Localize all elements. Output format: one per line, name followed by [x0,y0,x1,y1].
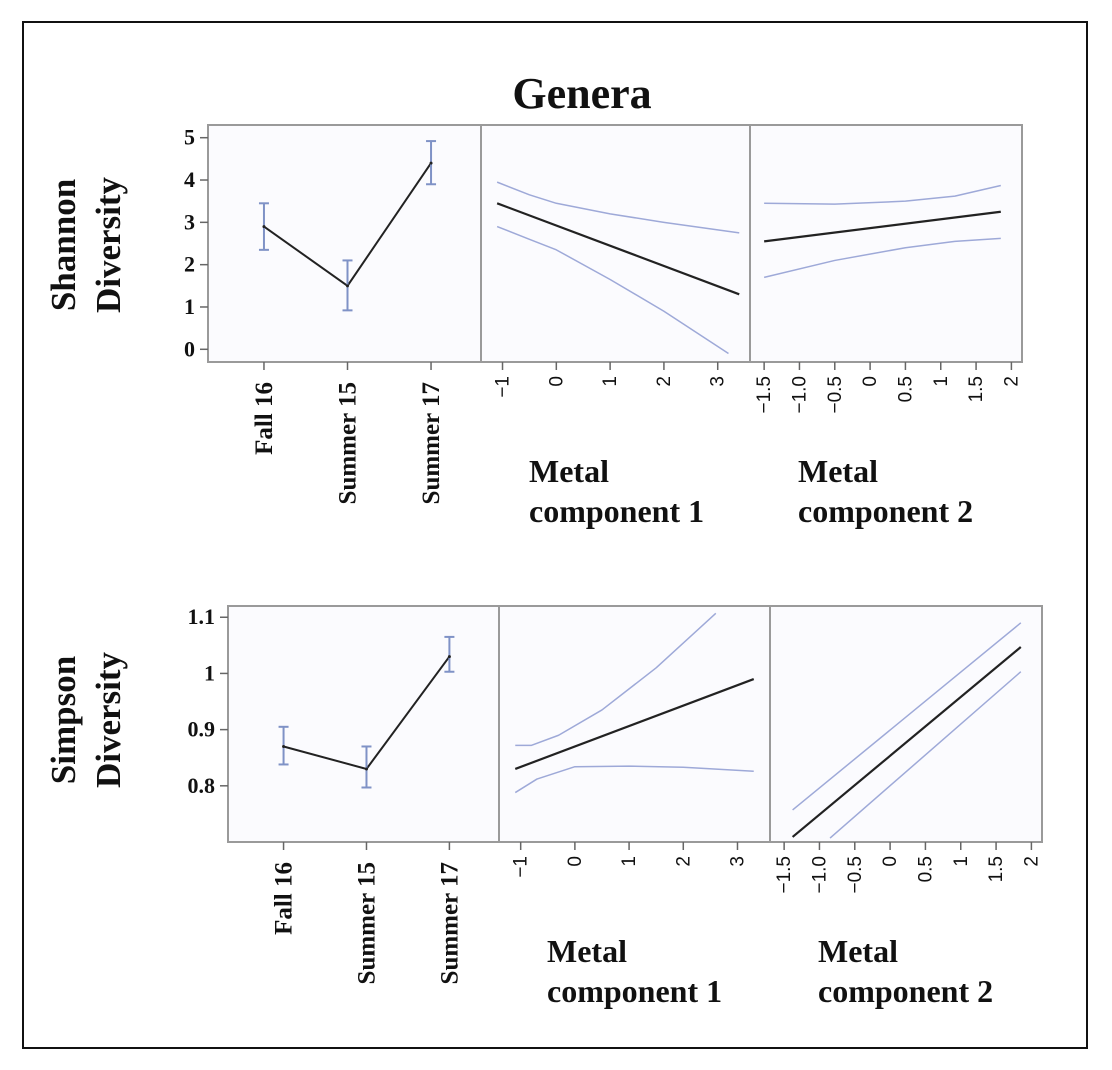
x-tick-label: 0.5 [915,856,936,882]
fit-line [763,210,1001,243]
mean-point [282,744,286,748]
panel-shannon-metal1: −1 0 1 2 3 Metal component 1 [480,124,751,529]
error-bar [444,635,455,673]
y-tick-label: 5 [184,125,195,150]
x-tick-label: 0.5 [895,376,916,402]
x-tick-label: 1.5 [966,376,987,402]
fit-line [514,678,755,770]
error-bar [342,259,353,312]
row-label: Diversity [89,176,128,313]
error-bar [258,202,269,251]
confidence-upper [792,622,1022,811]
x-tick-label: 2 [654,376,675,387]
mean-point [364,767,368,771]
panel-frame [207,124,482,363]
category-label: Fall 16 [251,382,278,455]
panel-simpson-metal2: −1.5 −1.0 −0.5 0 0.5 1 1.5 2 Metal component 2 [769,605,1043,1009]
confidence-lower [514,765,754,794]
y-tick-label: 4 [184,167,195,192]
category-label: Fall 16 [271,862,298,935]
fit-line [791,646,1022,838]
y-tick-label: 0 [184,336,195,361]
panel-frame [480,124,751,363]
x-tick-label: 0 [860,376,881,387]
panel-shannon-metal2: −1.5 −1.0 −0.5 0 0.5 1 1.5 2 Metal component 2 [749,124,1023,529]
confidence-upper [515,612,717,747]
category-label: Summer 17 [418,382,445,504]
mean-point [447,655,451,659]
y-tick-label: 2 [184,252,195,277]
confidence-upper [764,184,1001,205]
x-tick-label: −1.0 [789,376,810,414]
mean-point [429,161,433,165]
x-tick-label: 0 [565,856,586,867]
x-tick-label: −1 [493,376,514,398]
x-tick-label: 1 [619,856,640,867]
x-tick-label: 1.5 [986,856,1007,882]
x-tick-label: −1.5 [774,856,795,894]
x-axis-label: Metal [547,933,627,969]
panel-simpson-metal1: −1 0 1 2 3 Metal component 1 [498,605,771,1009]
x-tick-label: −0.5 [845,856,866,894]
error-bar [361,745,372,789]
category-label: Summer 15 [353,862,380,984]
x-tick-label: 1 [600,376,621,387]
y-tick-label: 3 [184,209,195,234]
confidence-lower [496,225,729,355]
confidence-lower [763,237,1001,279]
x-tick-label: −0.5 [825,376,846,414]
x-tick-label: 2 [1021,856,1042,867]
panel-frame [769,605,1043,843]
x-tick-label: 3 [727,856,748,867]
row-label: Shannon [44,179,83,311]
row-label: Diversity [89,651,128,788]
row-label: Simpson [44,656,83,784]
x-axis-label: component 1 [547,973,722,1009]
error-bar [426,140,437,186]
x-axis-label: component 2 [818,973,993,1009]
error-bar [278,725,289,766]
x-tick-label: 2 [1001,376,1022,387]
fit-line [496,202,740,296]
mean-point [262,225,266,229]
x-tick-label: 3 [708,376,729,387]
x-axis-label: component 1 [529,493,704,529]
figure-title: Genera [512,69,651,118]
y-tick-label: 1 [184,294,195,319]
y-tick-label: 0.9 [188,717,216,742]
x-tick-label: −1.5 [754,376,775,414]
category-label: Summer 17 [436,862,463,984]
x-axis-label: component 2 [798,493,973,529]
y-tick-label: 0.8 [188,773,216,798]
confidence-lower [829,671,1022,839]
panel-shannon-period: 0 1 2 3 4 5 Fall 16 Summer 15 Summer 17 Shannon Di… [44,124,482,504]
y-tick-label: 1 [204,660,215,685]
x-axis-label: Metal [529,453,609,489]
panel-frame [749,124,1023,363]
x-tick-label: −1 [511,856,532,878]
x-tick-label: 1 [951,856,972,867]
y-tick-label: 1.1 [188,604,216,629]
mean-point [346,284,350,288]
x-tick-label: 0 [880,856,901,867]
category-label: Summer 15 [335,382,362,504]
x-tick-label: 0 [546,376,567,387]
panel-simpson-period: 0.8 0.9 1 1.1 Fall 16 Summer 15 Summer 17 Simps… [44,604,500,984]
x-tick-label: 2 [673,856,694,867]
x-tick-label: 1 [931,376,952,387]
confidence-upper [496,181,740,234]
x-tick-label: −1.0 [809,856,830,894]
x-axis-label: Metal [798,453,878,489]
panel-frame [227,605,500,843]
x-axis-label: Metal [818,933,898,969]
